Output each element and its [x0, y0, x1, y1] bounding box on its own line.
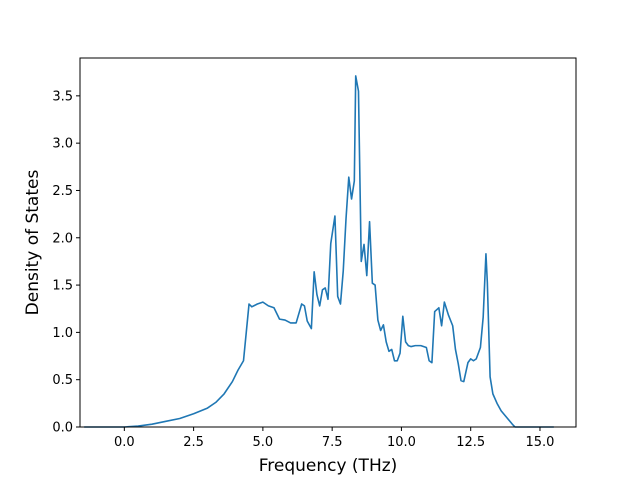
x-tick-label: 7.5 [322, 435, 343, 450]
axes-frame [79, 57, 577, 428]
y-tick-label: 3.5 [52, 89, 73, 104]
y-axis-ticks: 0.0 0.5 1.0 1.5 2.0 2.5 3.0 3.5 [52, 89, 80, 436]
y-tick-label: 2.5 [52, 184, 73, 199]
y-tick-label: 1.0 [52, 326, 73, 341]
x-axis-label: Frequency (THz) [259, 456, 398, 476]
y-tick-label: 0.0 [52, 421, 73, 436]
y-tick-label: 1.5 [52, 279, 73, 294]
plot-area [84, 75, 554, 428]
y-tick-label: 3.0 [52, 137, 73, 152]
y-tick-label: 0.5 [52, 373, 73, 388]
y-axis-label: Density of States [23, 170, 43, 316]
x-tick-label: 10.0 [387, 435, 416, 450]
x-tick-label: 15.0 [526, 435, 555, 450]
x-axis-ticks: 0.0 2.5 5.0 7.5 10.0 12.5 15.0 [114, 427, 554, 450]
x-tick-label: 5.0 [253, 435, 274, 450]
x-tick-label: 12.5 [456, 435, 485, 450]
x-tick-label: 0.0 [114, 435, 135, 450]
x-tick-label: 2.5 [183, 435, 204, 450]
y-tick-label: 2.0 [52, 231, 73, 246]
dos-series-line-0 [84, 75, 554, 428]
